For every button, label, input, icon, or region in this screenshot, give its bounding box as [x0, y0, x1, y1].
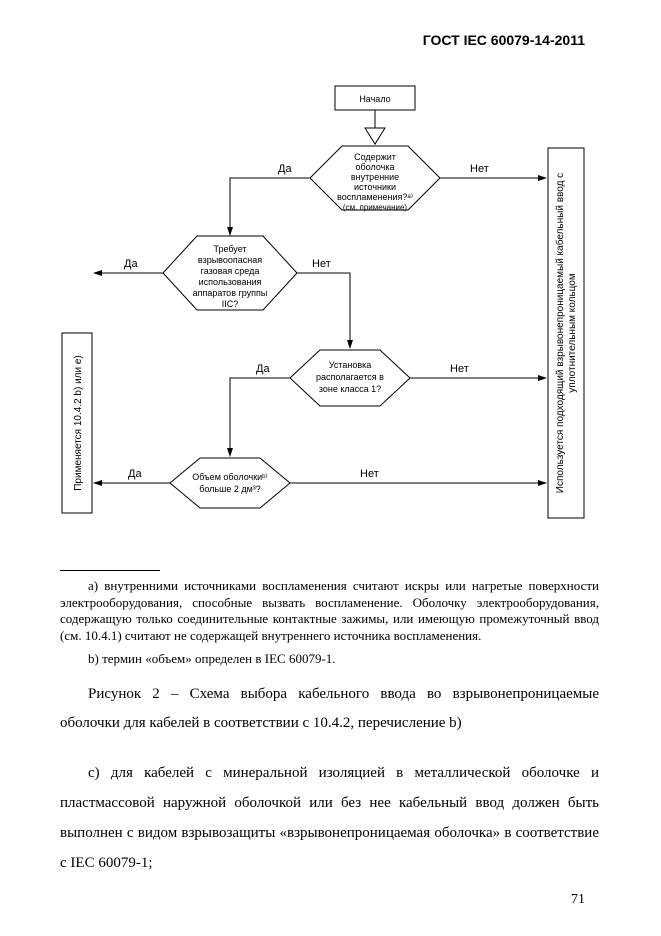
flowchart: Начало Содержит оболочка внутренние исто…: [50, 78, 611, 568]
edge: [297, 273, 350, 348]
edge-label-no: Нет: [360, 468, 379, 480]
q3-line: Установка: [329, 360, 372, 370]
q2-line: газовая среда: [201, 266, 260, 276]
q1-line: оболочка: [356, 162, 395, 172]
q2-line: Требует: [213, 244, 246, 254]
result-right-label-2: уплотнительным кольцом: [567, 273, 578, 393]
edge: [230, 178, 310, 235]
footnote-a: a) внутренними источниками воспламенения…: [60, 578, 599, 645]
decision-q4: [170, 458, 290, 508]
q1-line: (см. примечание): [343, 203, 407, 212]
edge-label-yes: Да: [124, 258, 138, 270]
result-right-label-1: Используется подходящий взрывонепроницае…: [554, 173, 566, 493]
page-number: 71: [571, 892, 585, 908]
q4-line: Объем оболочкиᵇ⁾: [192, 472, 268, 482]
result-left-label: Применяется 10.4.2 b) или e): [73, 355, 84, 491]
edge-label-no: Нет: [470, 163, 489, 175]
q2-line: аппаратов группы: [193, 288, 268, 298]
q3-line: располагается в: [316, 372, 384, 382]
footnote-divider: [60, 570, 160, 571]
footnote-b: b) термин «объем» определен в IEC 60079-…: [60, 651, 599, 668]
result-right: [548, 148, 584, 518]
q1-line: Содержит: [354, 152, 396, 162]
doc-header: ГОСТ IEC 60079-14-2011: [423, 32, 585, 48]
q1-line: источники: [354, 182, 396, 192]
edge-label-yes: Да: [128, 468, 142, 480]
paragraph-c: c) для кабелей с минеральной изоляцией в…: [60, 758, 599, 878]
edge-label-no: Нет: [312, 258, 331, 270]
footnotes: a) внутренними источниками воспламенения…: [60, 578, 599, 673]
q1-line: воспламенения?ᵃ⁾: [337, 192, 413, 202]
q2-line: использования: [199, 277, 262, 287]
q1-line: внутренние: [351, 172, 399, 182]
edge-label-no: Нет: [450, 363, 469, 375]
q2-line: IIC?: [222, 299, 239, 309]
edge-label-yes: Да: [278, 163, 292, 175]
q4-line: больше 2 дм³?: [199, 484, 261, 494]
edge: [230, 378, 290, 456]
q2-line: взрывоопасная: [198, 255, 262, 265]
start-label: Начало: [359, 94, 390, 104]
q3-line: зоне класса 1?: [319, 384, 381, 394]
big-arrow-icon: [365, 128, 385, 144]
edge-label-yes: Да: [256, 363, 270, 375]
figure-caption: Рисунок 2 – Схема выбора кабельного ввод…: [60, 680, 599, 737]
